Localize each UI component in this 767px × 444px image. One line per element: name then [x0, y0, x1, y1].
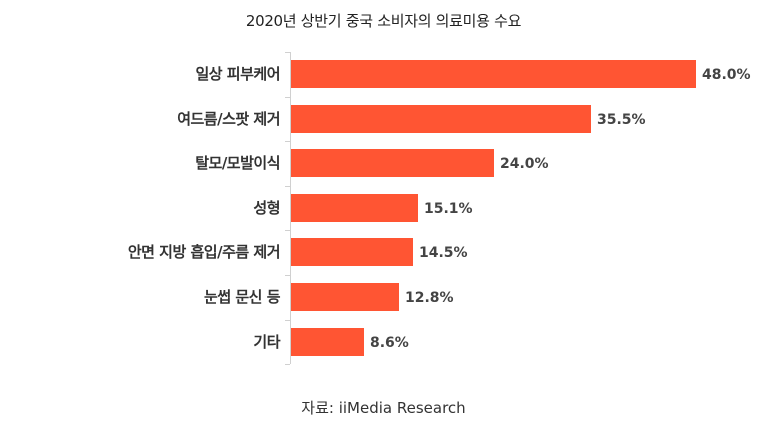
bar — [291, 283, 399, 311]
bar — [291, 328, 364, 356]
category-label: 탈모/모발이식 — [195, 154, 280, 172]
source-note: 자료: iiMedia Research — [301, 399, 466, 417]
bar — [291, 149, 494, 177]
bar-row: 기타 8.6% — [0, 328, 767, 356]
category-label: 기타 — [253, 333, 280, 351]
value-label: 12.8% — [405, 290, 454, 306]
axis-tick — [285, 275, 290, 276]
axis-tick — [285, 364, 290, 365]
bar-row: 탈모/모발이식 24.0% — [0, 149, 767, 177]
category-label: 여드름/스팟 제거 — [177, 110, 280, 128]
axis-tick — [285, 186, 290, 187]
bar — [291, 238, 413, 266]
value-label: 8.6% — [370, 335, 409, 351]
axis-tick — [285, 52, 290, 53]
y-axis-line — [290, 52, 291, 364]
axis-tick — [285, 320, 290, 321]
value-label: 14.5% — [419, 245, 468, 261]
bar-row: 눈썹 문신 등 12.8% — [0, 283, 767, 311]
bar-row: 성형 15.1% — [0, 194, 767, 222]
category-label: 안면 지방 흡입/주름 제거 — [127, 243, 281, 261]
category-label: 일상 피부케어 — [195, 65, 280, 83]
plot-area: 일상 피부케어 48.0% 여드름/스팟 제거 35.5% 탈모/모발이식 24.0% 성형… — [0, 52, 767, 365]
value-label: 35.5% — [597, 112, 646, 128]
category-label: 눈썹 문신 등 — [204, 288, 280, 306]
chart-title: 2020년 상반기 중국 소비자의 의료미용 수요 — [245, 12, 522, 30]
category-label: 성형 — [253, 199, 280, 217]
value-label: 48.0% — [702, 67, 751, 83]
bar-row: 일상 피부케어 48.0% — [0, 60, 767, 88]
axis-tick — [285, 230, 290, 231]
value-label: 15.1% — [424, 201, 473, 217]
bar-row: 안면 지방 흡입/주름 제거 14.5% — [0, 238, 767, 266]
bar-row: 여드름/스팟 제거 35.5% — [0, 105, 767, 133]
axis-tick — [285, 141, 290, 142]
bar — [291, 194, 418, 222]
bar — [291, 105, 591, 133]
value-label: 24.0% — [500, 156, 549, 172]
axis-tick — [285, 97, 290, 98]
bar — [291, 60, 696, 88]
